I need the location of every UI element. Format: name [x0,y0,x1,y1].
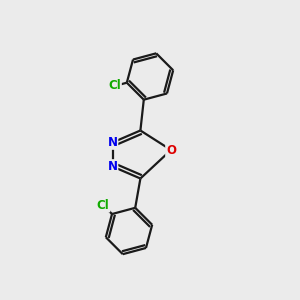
Text: O: O [166,143,176,157]
Text: Cl: Cl [97,199,110,212]
Text: Cl: Cl [108,80,121,92]
Text: N: N [107,160,118,173]
Text: N: N [107,136,118,149]
